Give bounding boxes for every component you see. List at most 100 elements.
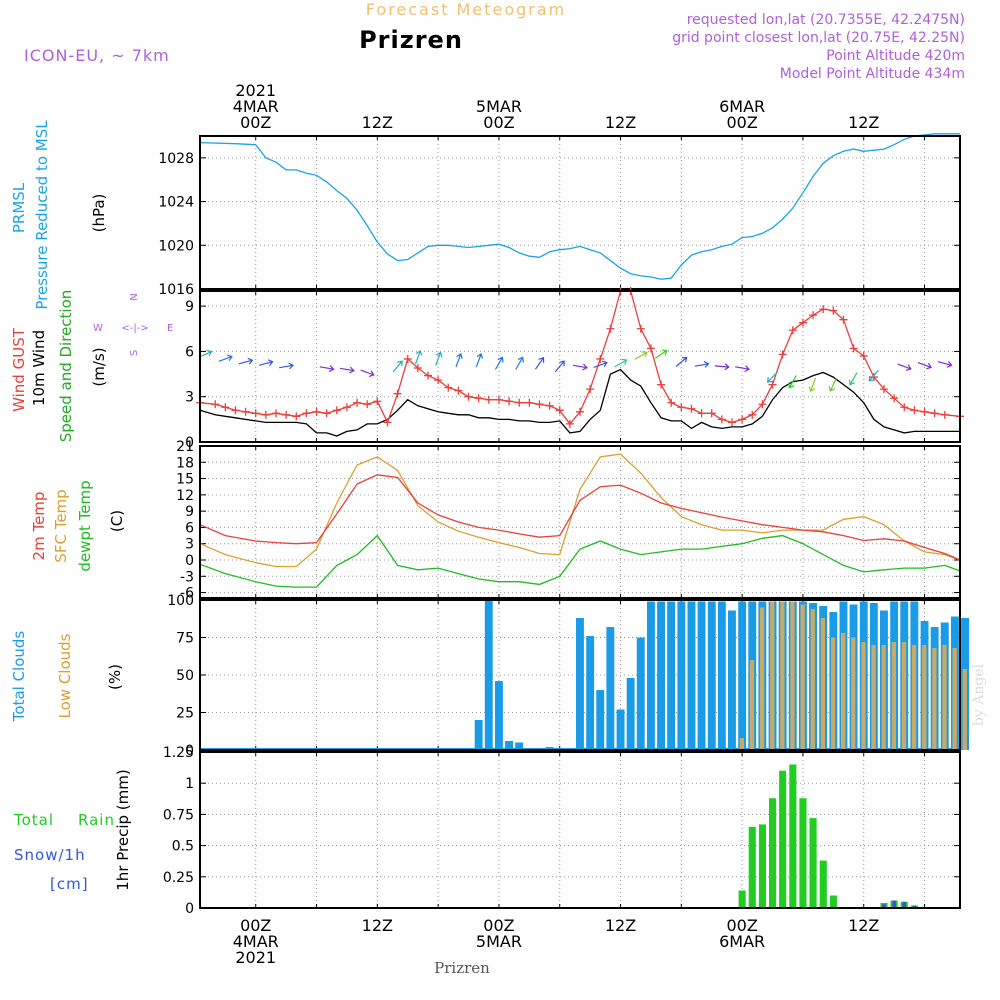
compass-rose: N W E S <-|-> [93,293,173,356]
temp-label-2m: 2m Temp [30,492,48,561]
low-cloud-bar [911,645,917,750]
bottom-time-label: 5MAR [476,932,522,951]
y-tick-label: 1024 [158,195,194,211]
top-time-label: 00Z [240,113,271,132]
top-time-label: 4MAR [233,97,279,116]
low-cloud-bar [922,645,927,750]
bottom-time-label: 2021 [235,948,276,967]
y-tick-label: 18 [176,455,194,471]
rain-bar [779,770,787,908]
gust-marker [809,311,818,320]
y-tick-label: 12 [176,488,194,504]
gust-marker [241,407,250,416]
gust-marker [819,305,828,314]
wind-direction-arrow [593,360,608,368]
wind-direction-arrow [675,356,688,367]
info-line-3: Point Altitude 420m [826,48,965,64]
total-cloud-bar [576,618,584,750]
gust-marker [302,409,311,418]
wind-direction-arrow [494,356,504,370]
gust-marker [738,415,747,424]
wind-direction-arrow [435,351,443,366]
gust-marker [454,386,463,395]
gust-marker [940,410,949,419]
bottom-station-label: Prizren [434,959,490,977]
gust-marker [687,404,696,413]
rain-bar [799,798,807,908]
compass-s: S [129,350,140,356]
pressure-line [199,133,960,280]
wind-direction-arrow [218,354,233,362]
gust-marker [505,397,514,406]
wind-direction-arrow [714,363,730,371]
precip-label-snow: Snow/1h [14,846,86,864]
gust-marker [768,380,777,389]
gust-marker [292,412,301,421]
wind-direction-arrow [735,365,750,373]
wind-direction-arrow [614,358,628,368]
rain-bar [829,895,837,908]
info-line-4: Model Point Altitude 434m [780,66,965,82]
pressure-label-1: PRMSL [10,182,28,233]
gust-marker [920,407,929,416]
y-tick-label: 3 [185,390,194,406]
wind-direction-arrow [319,365,335,373]
wind-direction-arrow [554,360,565,373]
panel-background [200,752,960,908]
bottom-time-label: 4MAR [233,932,279,951]
panel-background [200,446,960,598]
gust-marker [231,406,240,415]
low-cloud-bar [749,660,755,750]
panel-frame [199,135,961,290]
y-tick-label: 1020 [158,238,194,254]
rain-bar [748,826,756,908]
gust-marker [251,409,260,418]
precip-unit: 1hr Precip (mm) [114,769,132,890]
gust-marker [829,306,838,315]
low-cloud-bar [790,601,795,750]
pressure-label-2: Pressure Reduced to MSL [33,120,51,310]
gust-marker [849,344,858,353]
wind-label-10m: 10m Wind [30,330,48,406]
total-cloud-bar [515,742,524,750]
y-tick-label: 0.25 [163,870,194,886]
y-tick-label: 3 [185,537,194,553]
gust-marker [484,395,493,404]
low-cloud-bar [901,642,907,750]
wind-direction-arrow [535,356,545,370]
low-cloud-bar [759,607,765,750]
gust-marker [444,383,453,392]
rain-bar [769,798,777,908]
gust-marker [880,385,888,394]
panel-frame [199,445,961,599]
wind-direction-arrow [258,359,274,366]
total-cloud-bar [495,681,503,750]
gust-marker [555,406,564,415]
pressure-panel: 1016 1020 1024 1028 [158,133,961,298]
precip-label-total: Total [13,811,54,829]
wind-direction-arrow [414,349,423,365]
rain-bar [819,860,827,908]
y-tick-label: 15 [176,472,194,488]
low-cloud-bar [810,609,815,750]
rain-bar [809,818,817,908]
y-tick-label: 0.75 [163,807,194,823]
low-cloud-bar [820,618,825,750]
y-tick-label: 6 [185,344,194,360]
low-cloud-bar [780,601,785,750]
snow-bar [892,900,896,908]
gust-marker [474,394,483,403]
gust-marker [565,419,574,428]
total-cloud-bar [697,601,706,750]
total-cloud-bar [606,627,615,750]
bottom-time-label: 6MAR [719,932,765,951]
top-time-label: 12Z [605,113,636,132]
total-cloud-bar [738,601,747,750]
gust-marker [322,409,331,418]
y-tick-label: 0 [185,553,194,569]
info-line-2: grid point closest lon,lat (20.75E, 42.2… [672,30,965,46]
gust-marker [211,400,220,409]
wind-direction-arrow [654,349,668,359]
